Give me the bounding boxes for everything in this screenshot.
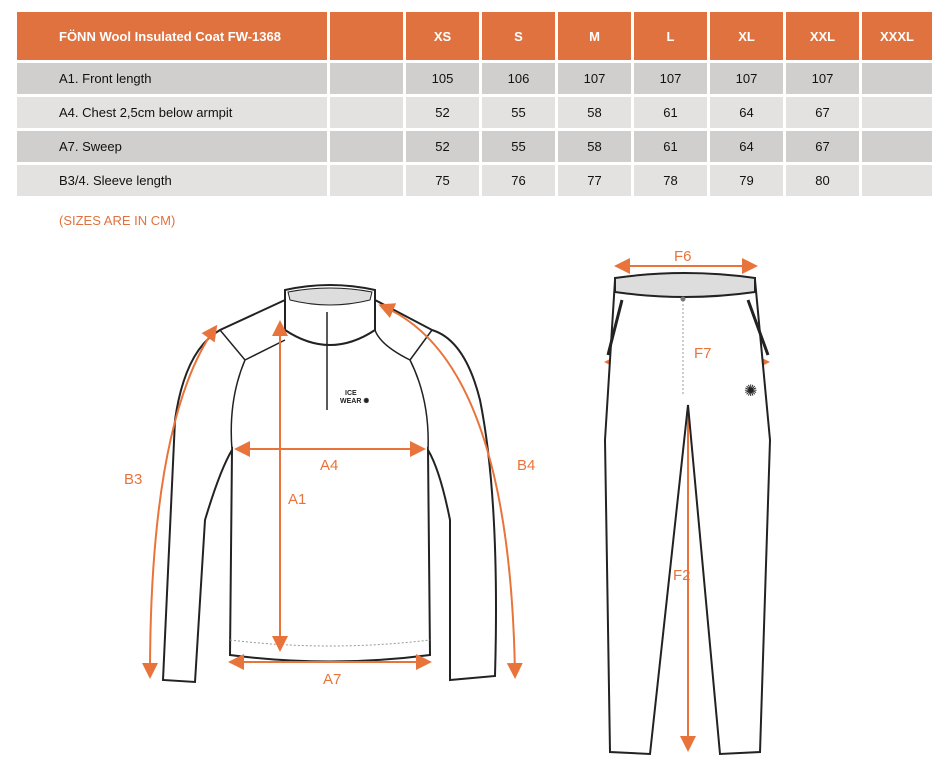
measurement-cell bbox=[862, 165, 932, 196]
empty-cell bbox=[330, 97, 403, 128]
measurement-cell: 55 bbox=[482, 97, 555, 128]
measurement-cell: 77 bbox=[558, 165, 631, 196]
measurement-cell: 58 bbox=[558, 97, 631, 128]
row-label: B3/4. Sleeve length bbox=[17, 165, 327, 196]
size-header: M bbox=[558, 12, 631, 60]
label-f7: F7 bbox=[694, 345, 712, 362]
jacket-outline bbox=[161, 284, 497, 684]
pants-outline bbox=[603, 272, 772, 756]
b4-arrow bbox=[378, 303, 523, 679]
brand-logo-icon: ✺ bbox=[744, 383, 757, 400]
size-header: XXL bbox=[786, 12, 859, 60]
brand-logo-text: WEAR ✺ bbox=[340, 397, 369, 405]
label-a1: A1 bbox=[288, 491, 306, 508]
measurement-cell: 64 bbox=[710, 97, 783, 128]
label-f6: F6 bbox=[674, 248, 692, 265]
measurement-cell: 107 bbox=[634, 63, 707, 94]
empty-cell bbox=[330, 63, 403, 94]
row-label: A7. Sweep bbox=[17, 131, 327, 162]
measurement-cell: 58 bbox=[558, 131, 631, 162]
size-header: XL bbox=[710, 12, 783, 60]
size-header: S bbox=[482, 12, 555, 60]
measurement-cell: 67 bbox=[786, 97, 859, 128]
table-title: FÖNN Wool Insulated Coat FW-1368 bbox=[17, 12, 327, 60]
measurement-cell bbox=[862, 97, 932, 128]
measurement-cell: 107 bbox=[558, 63, 631, 94]
measurement-cell: 107 bbox=[786, 63, 859, 94]
label-a7: A7 bbox=[323, 671, 341, 688]
size-header: XS bbox=[406, 12, 479, 60]
measurement-cell: 105 bbox=[406, 63, 479, 94]
size-header: L bbox=[634, 12, 707, 60]
units-note: (SIZES ARE IN CM) bbox=[59, 213, 176, 228]
label-f2: F2 bbox=[673, 567, 691, 584]
measurement-cell: 79 bbox=[710, 165, 783, 196]
label-a4: A4 bbox=[320, 457, 338, 474]
measurement-cell bbox=[862, 63, 932, 94]
measurement-cell: 80 bbox=[786, 165, 859, 196]
row-label: A1. Front length bbox=[17, 63, 327, 94]
measurement-cell bbox=[862, 131, 932, 162]
empty-cell bbox=[330, 165, 403, 196]
measurement-cell: 64 bbox=[710, 131, 783, 162]
empty-cell bbox=[330, 131, 403, 162]
label-b4: B4 bbox=[517, 457, 535, 474]
measurement-cell: 52 bbox=[406, 97, 479, 128]
measurement-cell: 78 bbox=[634, 165, 707, 196]
measurement-cell: 75 bbox=[406, 165, 479, 196]
measurement-cell: 67 bbox=[786, 131, 859, 162]
size-header: XXXL bbox=[862, 12, 932, 60]
measurement-cell: 106 bbox=[482, 63, 555, 94]
measurement-cell: 61 bbox=[634, 97, 707, 128]
measurement-cell: 76 bbox=[482, 165, 555, 196]
row-label: A4. Chest 2,5cm below armpit bbox=[17, 97, 327, 128]
header-empty-cell bbox=[330, 12, 403, 60]
measurement-cell: 61 bbox=[634, 131, 707, 162]
b3-arrow bbox=[142, 324, 218, 679]
label-b3: B3 bbox=[124, 471, 142, 488]
measurement-cell: 107 bbox=[710, 63, 783, 94]
measurement-cell: 52 bbox=[406, 131, 479, 162]
measurement-cell: 55 bbox=[482, 131, 555, 162]
brand-logo: ICE bbox=[345, 390, 357, 397]
